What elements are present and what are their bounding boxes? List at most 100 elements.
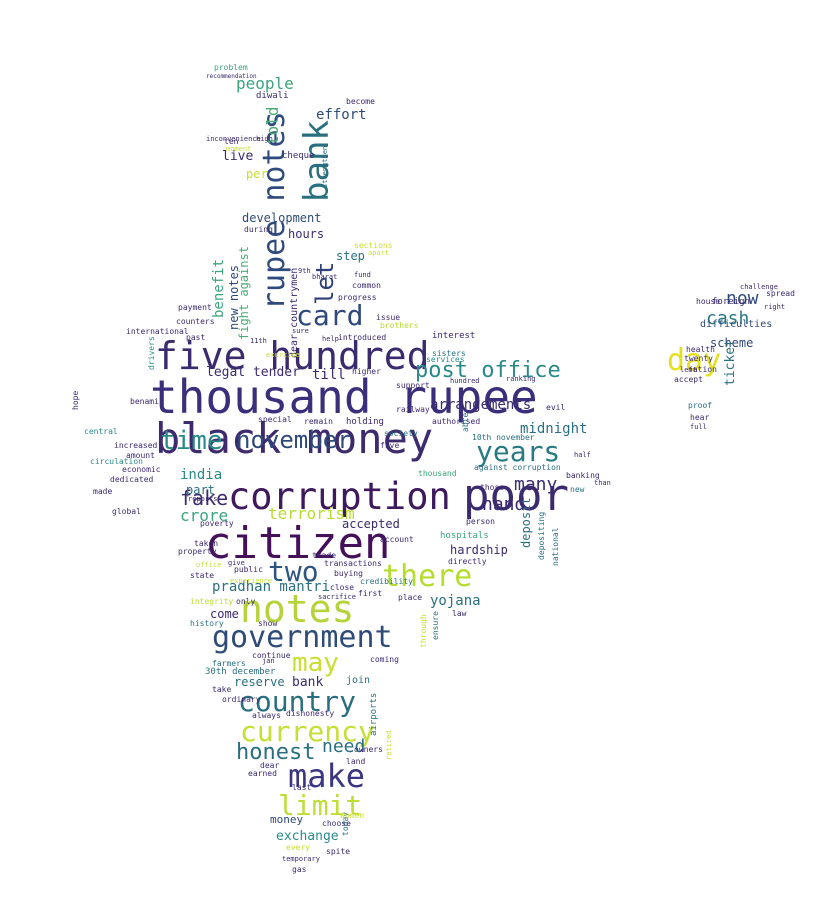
word: midnight xyxy=(520,421,588,437)
word: ensure xyxy=(431,611,440,640)
word: challenge xyxy=(740,283,778,291)
word: take xyxy=(212,685,232,694)
word: deposit xyxy=(519,497,533,548)
word: able xyxy=(461,412,470,432)
word: five xyxy=(380,441,400,450)
word: made xyxy=(93,487,113,496)
word: through xyxy=(419,614,428,648)
word: help xyxy=(322,335,339,343)
word: let xyxy=(311,261,339,305)
word: yojana xyxy=(430,593,481,609)
word: accepted xyxy=(342,517,400,531)
word: sacrifice xyxy=(318,593,356,601)
word: directly xyxy=(448,557,487,566)
word: exercise xyxy=(266,351,300,359)
word: brothers xyxy=(380,321,419,330)
word: two xyxy=(268,555,319,588)
word: spite xyxy=(326,847,351,856)
word: november xyxy=(236,426,352,454)
word: many xyxy=(514,474,558,495)
word: card xyxy=(296,299,364,332)
word: national xyxy=(551,527,560,566)
word: jan xyxy=(262,657,275,665)
word: payment xyxy=(178,303,212,312)
word: experience xyxy=(230,577,273,585)
word: government xyxy=(212,620,393,655)
word: 30th december xyxy=(205,667,276,677)
word: pradhan mantri xyxy=(212,579,331,595)
word: higher xyxy=(352,367,381,376)
word: crore xyxy=(180,506,229,525)
word: limit xyxy=(278,789,363,822)
word: continue xyxy=(252,651,291,660)
word: buying xyxy=(334,569,363,578)
word: owners xyxy=(354,745,383,754)
word: strengthen xyxy=(321,145,329,188)
word: progress xyxy=(338,293,377,302)
word: spread xyxy=(766,289,795,298)
word: 10th november xyxy=(472,433,535,442)
word: black money xyxy=(155,414,434,463)
word: close xyxy=(330,583,355,592)
word: post office xyxy=(415,358,561,383)
word: honest xyxy=(236,740,316,765)
word: effort xyxy=(316,107,367,123)
word: banking xyxy=(566,471,600,480)
word: issue xyxy=(376,313,401,322)
word: transactions xyxy=(324,559,382,568)
word: need xyxy=(322,736,366,757)
word: last xyxy=(292,783,312,792)
word: give xyxy=(228,559,245,567)
word: earned xyxy=(248,769,277,778)
word: citizen xyxy=(205,518,391,569)
word: gas xyxy=(292,865,307,874)
word: ten xyxy=(224,137,239,146)
word: airports xyxy=(369,692,379,736)
word: recommendation xyxy=(206,73,257,80)
word: 11th xyxy=(250,337,267,345)
word: only xyxy=(236,597,256,606)
word: bharat xyxy=(312,273,338,281)
word: 9th xyxy=(298,267,311,275)
word: ticket xyxy=(723,339,738,386)
word: step xyxy=(336,249,365,263)
word: credibility xyxy=(360,577,413,586)
word: difficulties xyxy=(700,319,773,330)
word: against corruption xyxy=(474,463,561,472)
word: notes xyxy=(240,587,355,631)
word: place xyxy=(398,593,423,602)
word: dear countrymen xyxy=(289,267,300,358)
word: depositing xyxy=(537,511,546,560)
word: account xyxy=(380,535,414,544)
word: sisters xyxy=(432,349,466,358)
word: join xyxy=(346,675,371,686)
word: till xyxy=(312,367,346,383)
word: fake xyxy=(180,486,229,510)
word: money xyxy=(270,813,304,826)
word: there xyxy=(382,559,473,594)
word: terrorism xyxy=(268,504,355,523)
word: poverty xyxy=(200,519,234,528)
word: left xyxy=(680,366,697,374)
word: fund xyxy=(354,271,371,279)
word: live xyxy=(222,149,254,164)
word: interest xyxy=(432,331,476,341)
word: health xyxy=(686,345,715,354)
word: reserve xyxy=(234,675,285,689)
word: remain xyxy=(304,417,333,426)
word: during xyxy=(244,225,273,234)
word: women xyxy=(340,811,365,820)
word: state xyxy=(190,571,215,580)
word: currency xyxy=(240,715,375,748)
word: integrity xyxy=(190,597,234,606)
word: retired xyxy=(385,730,393,760)
word: central xyxy=(84,427,118,436)
word: show xyxy=(258,619,278,628)
word: twenty xyxy=(684,354,713,363)
word: come xyxy=(210,607,239,621)
word: country xyxy=(238,685,357,718)
word: full xyxy=(690,423,707,431)
word: public xyxy=(234,565,263,574)
word: holding xyxy=(346,417,384,427)
